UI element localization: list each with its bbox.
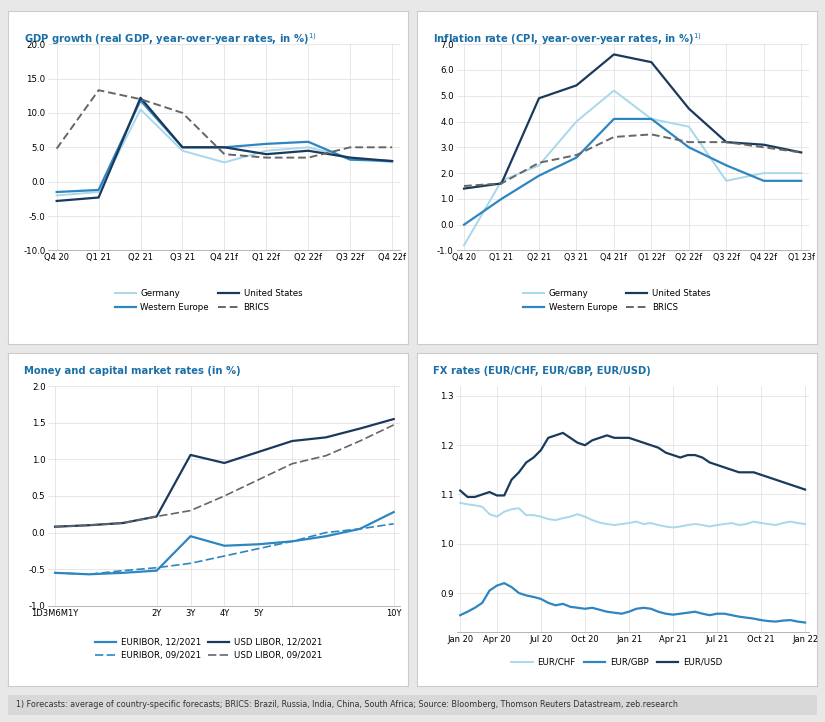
Text: Money and capital market rates (in %): Money and capital market rates (in %) xyxy=(24,366,241,376)
Text: FX rates (EUR/CHF, EUR/GBP, EUR/USD): FX rates (EUR/CHF, EUR/GBP, EUR/USD) xyxy=(432,366,650,376)
Text: GDP growth (real GDP, year-over-year rates, in %)$^{1)}$: GDP growth (real GDP, year-over-year rat… xyxy=(24,31,317,47)
Text: Inflation rate (CPI, year-over-year rates, in %)$^{1)}$: Inflation rate (CPI, year-over-year rate… xyxy=(432,31,701,47)
Text: 1) Forecasts: average of country-specific forecasts; BRICS: Brazil, Russia, Indi: 1) Forecasts: average of country-specifi… xyxy=(16,700,678,709)
